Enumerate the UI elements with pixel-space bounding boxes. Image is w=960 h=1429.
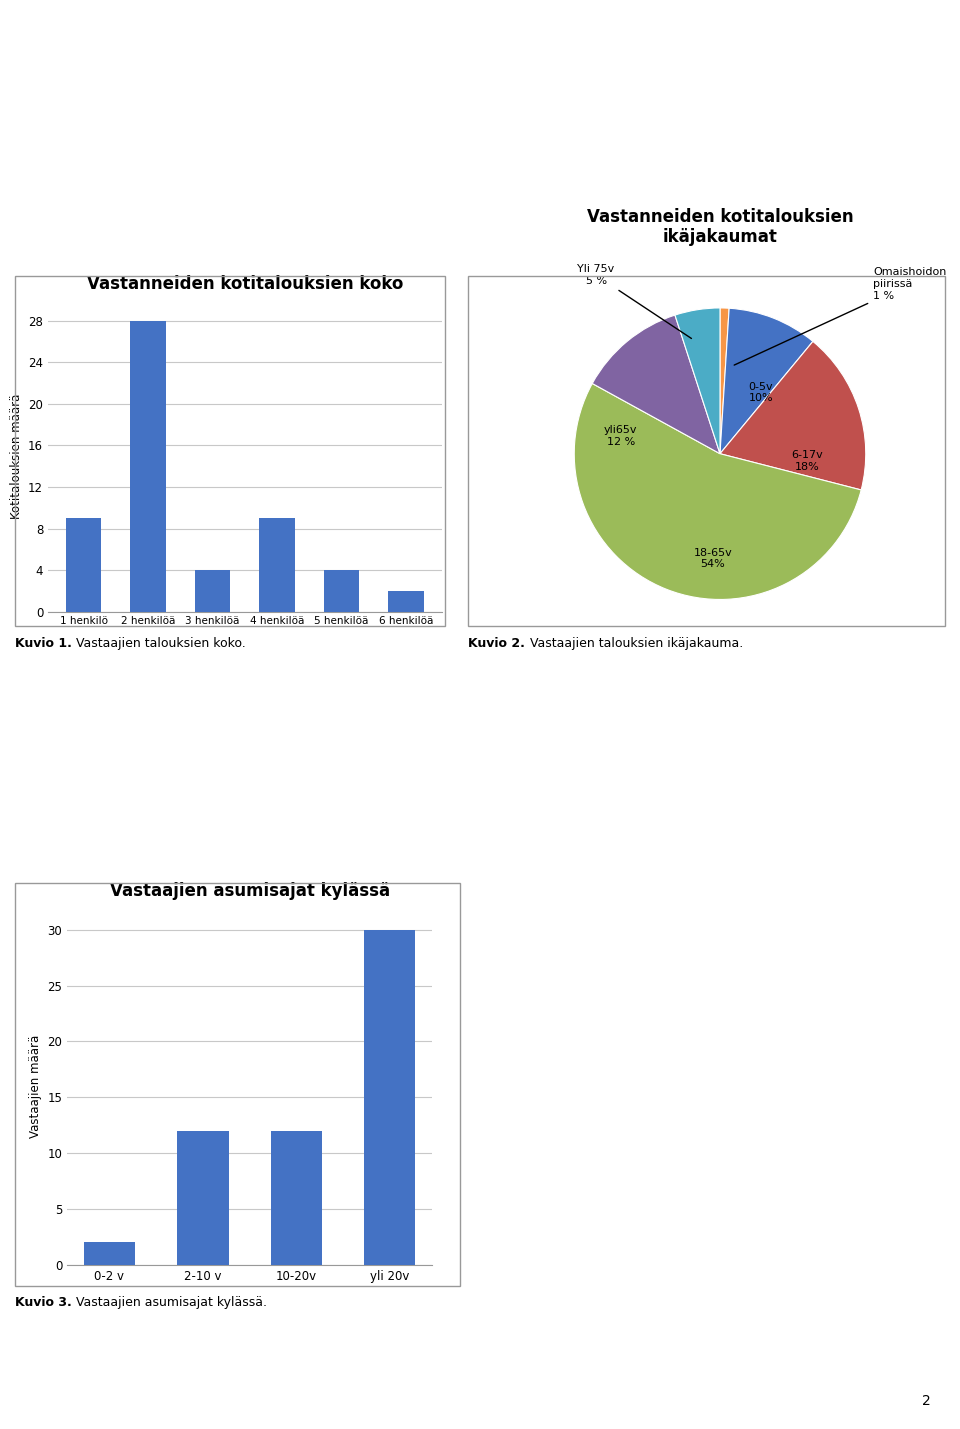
Wedge shape [720,309,813,454]
Text: 2: 2 [923,1393,931,1408]
Bar [388,590,423,612]
Bar [66,519,102,612]
Bar [84,1242,135,1265]
Text: Omaishoidon
piirissä
1 %: Omaishoidon piirissä 1 % [734,267,947,364]
Wedge shape [720,309,730,454]
Y-axis label: Vastaajien määrä: Vastaajien määrä [29,1035,42,1137]
Text: Kuvio 1.: Kuvio 1. [15,637,72,650]
Text: Vastaajien asumisajat kylässä.: Vastaajien asumisajat kylässä. [72,1296,267,1309]
Text: Yli 75v
5 %: Yli 75v 5 % [578,264,691,339]
Bar [324,570,359,612]
Bar [195,570,230,612]
Text: 6-17v
18%: 6-17v 18% [792,450,824,472]
Title: Vastanneiden kotitalouksien koko: Vastanneiden kotitalouksien koko [86,274,403,293]
Text: Vastaajien talouksien ikäjakauma.: Vastaajien talouksien ikäjakauma. [526,637,743,650]
Bar [259,519,295,612]
Y-axis label: Kotitalouksien määrä: Kotitalouksien määrä [10,393,23,519]
Wedge shape [574,383,861,599]
Text: 0-5v
10%: 0-5v 10% [749,382,773,403]
Title: Vastanneiden kotitalouksien
ikäjakaumat: Vastanneiden kotitalouksien ikäjakaumat [587,207,853,246]
Wedge shape [675,309,720,454]
Bar [364,930,416,1265]
Text: 18-65v
54%: 18-65v 54% [693,547,732,569]
Title: Vastaajien asumisajat kylässä: Vastaajien asumisajat kylässä [109,882,390,900]
Text: yli65v
12 %: yli65v 12 % [604,426,637,447]
Wedge shape [720,342,866,490]
Bar [178,1130,228,1265]
Text: Kuvio 2.: Kuvio 2. [468,637,524,650]
Wedge shape [592,314,720,454]
Text: Vastaajien talouksien koko.: Vastaajien talouksien koko. [72,637,246,650]
Text: Kuvio 3.: Kuvio 3. [15,1296,72,1309]
Bar [131,322,166,612]
Bar [271,1130,322,1265]
